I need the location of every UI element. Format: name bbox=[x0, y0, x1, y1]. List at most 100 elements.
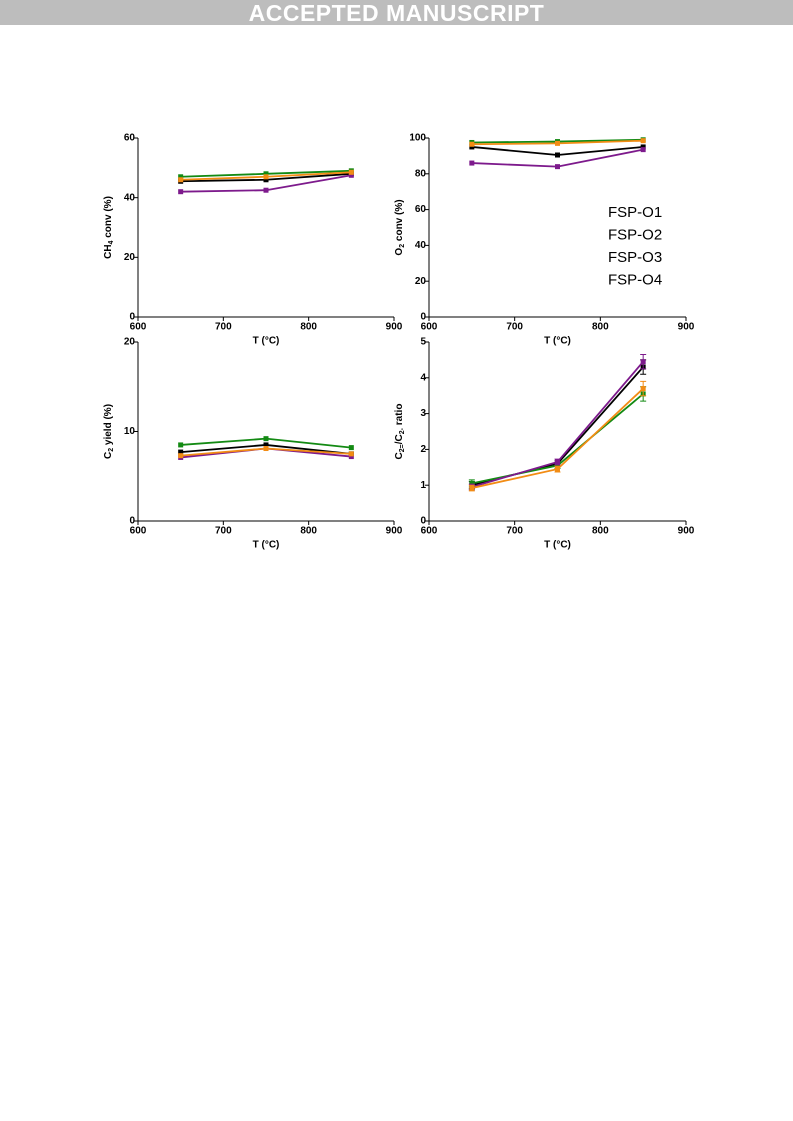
x-tick-label: 900 bbox=[678, 322, 695, 333]
y-tick-label: 1 bbox=[420, 480, 426, 491]
banner: ACCEPTED MANUSCRIPT bbox=[0, 0, 793, 26]
y-axis-label-part: CH bbox=[103, 244, 114, 258]
legend-entry: FSP-O2 bbox=[608, 226, 662, 243]
data-point bbox=[263, 442, 269, 448]
series-line bbox=[471, 387, 644, 489]
y-tick-label: 40 bbox=[415, 240, 427, 251]
data-point bbox=[178, 449, 184, 455]
x-axis-label: T (°C) bbox=[544, 336, 571, 347]
data-point bbox=[178, 189, 184, 195]
x-tick-label: 600 bbox=[130, 526, 147, 537]
y-tick-label: 4 bbox=[420, 372, 426, 383]
y-axis-label: C2=/C2- ratio bbox=[394, 404, 407, 460]
y-axis-label-part: ratio bbox=[394, 404, 405, 428]
legend-entry: FSP-O3 bbox=[608, 249, 662, 266]
x-tick-label: 700 bbox=[506, 526, 523, 537]
data-point bbox=[469, 141, 475, 147]
legend-entry: FSP-O1 bbox=[608, 204, 662, 221]
y-axis-label-part: yield (%) bbox=[103, 404, 114, 448]
data-point bbox=[263, 436, 269, 442]
data-point bbox=[469, 160, 475, 166]
data-point bbox=[555, 463, 560, 469]
y-axis-label-part: 2- bbox=[399, 427, 406, 434]
x-tick-label: 600 bbox=[421, 526, 438, 537]
x-tick-label: 800 bbox=[300, 526, 317, 537]
x-tick-label: 800 bbox=[592, 526, 609, 537]
y-tick-label: 40 bbox=[124, 192, 136, 203]
x-tick-label: 600 bbox=[130, 322, 147, 333]
data-point bbox=[348, 454, 354, 460]
data-point bbox=[178, 442, 184, 448]
x-axis-label: T (°C) bbox=[544, 540, 571, 551]
y-axis-label-part: conv (%) bbox=[394, 199, 405, 243]
data-point bbox=[178, 177, 184, 183]
data-point bbox=[348, 445, 354, 451]
y-axis-label-part: C bbox=[394, 452, 405, 459]
y-tick-label: 10 bbox=[124, 426, 136, 437]
data-point bbox=[555, 152, 560, 158]
y-axis-label-part: 2 bbox=[399, 244, 406, 248]
y-tick-label: 0 bbox=[129, 516, 135, 527]
data-point bbox=[263, 171, 269, 177]
y-tick-label: 80 bbox=[415, 168, 427, 179]
y-axis-label-part: /C bbox=[394, 434, 405, 444]
y-axis-label: CH4 conv (%) bbox=[103, 196, 116, 259]
data-point bbox=[263, 446, 269, 452]
y-axis-label-part: 2= bbox=[399, 444, 406, 452]
y-tick-label: 100 bbox=[409, 133, 426, 144]
data-point bbox=[263, 187, 269, 193]
x-tick-label: 800 bbox=[592, 322, 609, 333]
y-tick-label: 5 bbox=[420, 337, 426, 348]
y-tick-label: 60 bbox=[415, 204, 427, 215]
x-tick-label: 900 bbox=[678, 526, 695, 537]
x-axis-label: T (°C) bbox=[253, 540, 280, 551]
data-point bbox=[555, 459, 560, 465]
y-axis-label: C2 yield (%) bbox=[103, 404, 116, 459]
data-point bbox=[640, 147, 646, 153]
y-tick-label: 20 bbox=[124, 252, 136, 263]
x-tick-label: 700 bbox=[215, 322, 232, 333]
y-axis-label-part: O bbox=[394, 248, 405, 256]
data-point bbox=[348, 451, 354, 457]
data-point bbox=[640, 359, 646, 365]
data-point bbox=[348, 172, 354, 178]
y-tick-label: 3 bbox=[420, 408, 426, 419]
y-axis-label-part: 4 bbox=[108, 240, 115, 244]
data-point bbox=[348, 169, 354, 175]
y-tick-label: 0 bbox=[420, 516, 426, 527]
y-tick-label: 60 bbox=[124, 133, 136, 144]
y-axis-label-part: C bbox=[103, 452, 114, 459]
data-point bbox=[178, 453, 184, 459]
series-line bbox=[471, 148, 644, 168]
y-axis-label: O2 conv (%) bbox=[394, 199, 407, 255]
data-point bbox=[640, 144, 646, 150]
data-point bbox=[555, 140, 560, 146]
x-axis-label: T (°C) bbox=[253, 336, 280, 347]
data-point bbox=[178, 174, 184, 180]
y-tick-label: 20 bbox=[124, 337, 136, 348]
x-tick-label: 700 bbox=[506, 322, 523, 333]
y-tick-label: 2 bbox=[420, 444, 426, 455]
data-point bbox=[640, 386, 646, 392]
y-axis-label-part: 2 bbox=[108, 448, 115, 452]
y-axis-label-part: conv (%) bbox=[103, 196, 114, 240]
data-point bbox=[469, 144, 475, 150]
x-tick-label: 900 bbox=[386, 526, 403, 537]
data-point bbox=[263, 174, 269, 180]
data-point bbox=[469, 480, 475, 486]
data-point bbox=[555, 164, 560, 170]
data-point bbox=[263, 177, 269, 183]
y-tick-label: 0 bbox=[420, 312, 426, 323]
x-tick-label: 900 bbox=[386, 322, 403, 333]
x-tick-label: 700 bbox=[215, 526, 232, 537]
data-point bbox=[555, 466, 560, 472]
legend-entry: FSP-O4 bbox=[608, 271, 662, 288]
x-tick-label: 800 bbox=[300, 322, 317, 333]
x-tick-label: 600 bbox=[421, 322, 438, 333]
data-point bbox=[640, 138, 646, 144]
data-point bbox=[469, 485, 475, 491]
y-tick-label: 20 bbox=[415, 276, 427, 287]
y-tick-label: 0 bbox=[129, 312, 135, 323]
